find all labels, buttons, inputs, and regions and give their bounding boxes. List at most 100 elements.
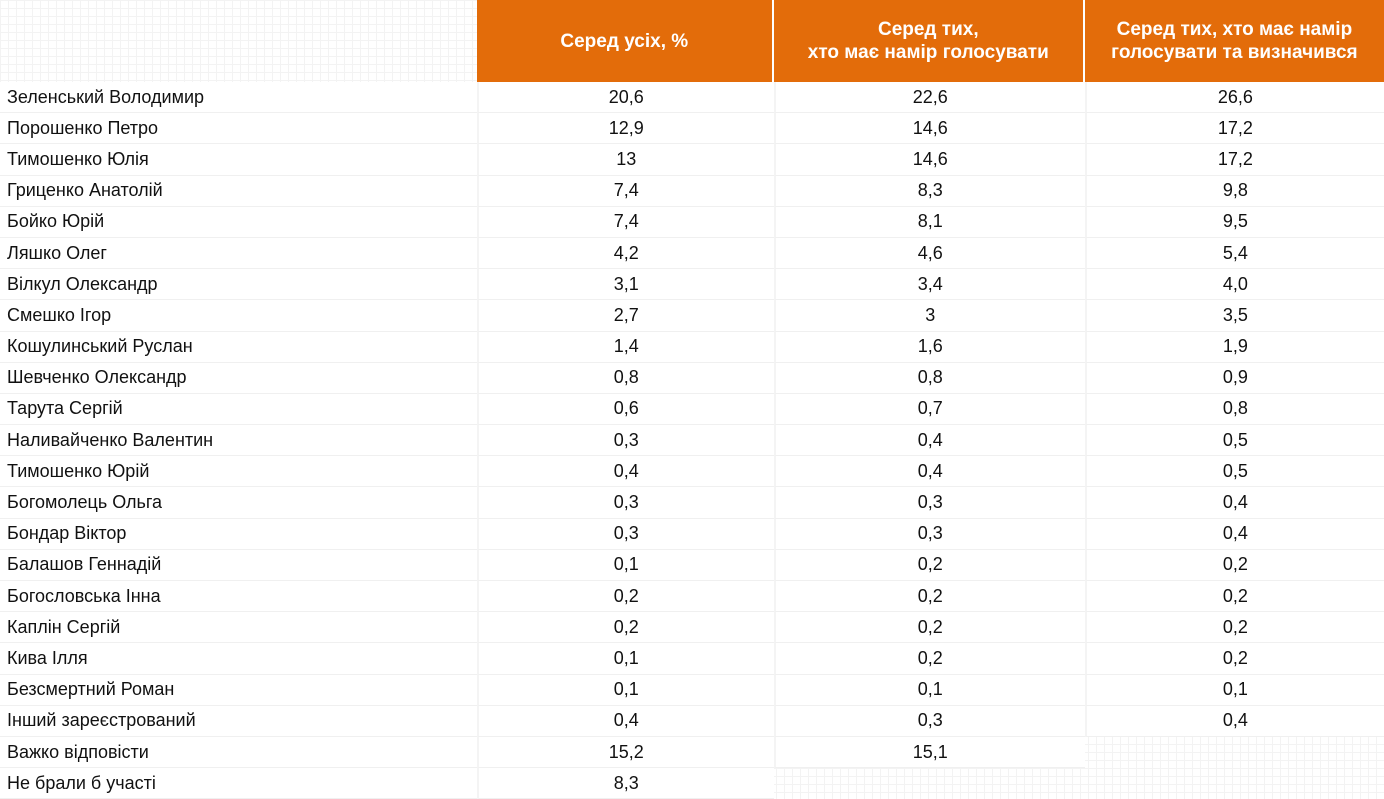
candidate-name: Ляшко Олег <box>0 237 477 270</box>
value-all: 0,2 <box>476 612 774 644</box>
value-all: 12,9 <box>476 113 774 145</box>
value-all: 4,2 <box>476 237 774 270</box>
value-decided-voters <box>1085 737 1384 768</box>
value-decided-voters: 0,5 <box>1084 425 1384 457</box>
value-intend-to-vote: 0,8 <box>773 362 1085 394</box>
value-intend-to-vote: 0,1 <box>773 674 1085 706</box>
table-row: Зеленський Володимир 20,6 22,6 26,6 <box>0 82 1384 114</box>
value-all: 0,2 <box>476 581 774 613</box>
value-all: 0,3 <box>476 487 774 519</box>
value-intend-to-vote: 0,7 <box>773 393 1085 426</box>
value-intend-to-vote: 1,6 <box>773 331 1085 363</box>
value-all: 0,4 <box>476 456 774 488</box>
value-decided-voters: 3,5 <box>1084 300 1384 332</box>
value-intend-to-vote: 14,6 <box>773 144 1085 176</box>
column-header-intend-to-vote: Серед тих, хто має намір голосувати <box>773 0 1085 82</box>
value-decided-voters: 0,2 <box>1084 612 1384 644</box>
value-all: 0,3 <box>476 425 774 457</box>
value-decided-voters: 0,1 <box>1084 674 1384 706</box>
value-intend-to-vote: 0,4 <box>773 425 1085 457</box>
candidate-name: Вілкул Олександр <box>0 269 477 301</box>
candidate-name: Смешко Ігор <box>0 300 477 332</box>
value-decided-voters: 0,2 <box>1084 581 1384 613</box>
table-row: Ляшко Олег 4,2 4,6 5,4 <box>0 237 1384 270</box>
value-intend-to-vote: 0,3 <box>773 487 1085 519</box>
candidate-name: Шевченко Олександр <box>0 362 477 394</box>
value-decided-voters: 9,8 <box>1084 175 1384 207</box>
table-row: Порошенко Петро 12,9 14,6 17,2 <box>0 113 1384 145</box>
candidate-name: Безсмертний Роман <box>0 674 477 706</box>
value-intend-to-vote: 0,3 <box>773 518 1085 550</box>
value-decided-voters: 0,9 <box>1084 362 1384 394</box>
candidate-name: Кива Ілля <box>0 643 477 675</box>
candidate-name: Кошулинський Руслан <box>0 331 477 363</box>
value-all: 20,6 <box>476 82 774 114</box>
candidate-name: Порошенко Петро <box>0 113 477 145</box>
value-all: 3,1 <box>476 269 774 301</box>
column-header-all: Серед усіх, % <box>476 0 774 82</box>
value-intend-to-vote: 15,1 <box>773 736 1085 769</box>
value-all: 0,1 <box>476 643 774 675</box>
value-intend-to-vote: 22,6 <box>773 82 1085 114</box>
candidate-name: Богомолець Ольга <box>0 487 477 519</box>
value-decided-voters: 0,4 <box>1084 518 1384 550</box>
candidate-name: Балашов Геннадій <box>0 549 477 581</box>
table-row: Наливайченко Валентин 0,3 0,4 0,5 <box>0 425 1384 457</box>
value-decided-voters: 0,4 <box>1084 705 1384 737</box>
table-row: Кошулинський Руслан 1,4 1,6 1,9 <box>0 331 1384 363</box>
candidate-name: Богословська Інна <box>0 581 477 613</box>
candidate-name: Гриценко Анатолій <box>0 175 477 207</box>
candidate-name: Тарута Сергій <box>0 393 477 426</box>
table-row: Смешко Ігор 2,7 3 3,5 <box>0 300 1384 332</box>
candidate-name: Зеленський Володимир <box>0 82 477 114</box>
candidate-name: Тимошенко Юлія <box>0 144 477 176</box>
table-row: Важко відповісти 15,2 15,1 <box>0 736 1384 769</box>
table-row: Шевченко Олександр 0,8 0,8 0,9 <box>0 362 1384 394</box>
value-decided-voters: 1,9 <box>1084 331 1384 363</box>
table-row: Безсмертний Роман 0,1 0,1 0,1 <box>0 674 1384 706</box>
value-decided-voters: 4,0 <box>1084 269 1384 301</box>
table-row: Інший зареєстрований 0,4 0,3 0,4 <box>0 705 1384 737</box>
table-row: Гриценко Анатолій 7,4 8,3 9,8 <box>0 175 1384 207</box>
table-row: Богомолець Ольга 0,3 0,3 0,4 <box>0 487 1384 519</box>
table-row: Тарута Сергій 0,6 0,7 0,8 <box>0 393 1384 426</box>
value-intend-to-vote: 3 <box>773 300 1085 332</box>
candidate-name: Інший зареєстрований <box>0 705 477 737</box>
value-decided-voters: 0,4 <box>1084 487 1384 519</box>
value-decided-voters: 17,2 <box>1084 144 1384 176</box>
value-intend-to-vote: 4,6 <box>773 237 1085 270</box>
table-row: Бондар Віктор 0,3 0,3 0,4 <box>0 518 1384 550</box>
value-all: 0,3 <box>476 518 774 550</box>
value-intend-to-vote: 8,3 <box>773 175 1085 207</box>
value-all: 1,4 <box>476 331 774 363</box>
candidate-name: Бойко Юрій <box>0 206 477 238</box>
value-decided-voters: 0,2 <box>1084 643 1384 675</box>
table-row: Вілкул Олександр 3,1 3,4 4,0 <box>0 269 1384 301</box>
value-all: 2,7 <box>476 300 774 332</box>
value-intend-to-vote: 0,2 <box>773 581 1085 613</box>
table-row: Бойко Юрій 7,4 8,1 9,5 <box>0 206 1384 238</box>
candidate-name: Тимошенко Юрій <box>0 456 477 488</box>
value-decided-voters: 17,2 <box>1084 113 1384 145</box>
header-row: Серед усіх, % Серед тих, хто має намір г… <box>0 0 1384 82</box>
candidate-name: Важко відповісти <box>0 736 477 769</box>
value-all: 0,6 <box>476 393 774 426</box>
candidate-name: Бондар Віктор <box>0 518 477 550</box>
table-row: Богословська Інна 0,2 0,2 0,2 <box>0 581 1384 613</box>
value-all: 15,2 <box>476 736 774 769</box>
table-row: Кива Ілля 0,1 0,2 0,2 <box>0 643 1384 675</box>
value-decided-voters: 5,4 <box>1084 237 1384 270</box>
candidate-name: Каплін Сергій <box>0 612 477 644</box>
value-intend-to-vote: 0,4 <box>773 456 1085 488</box>
value-intend-to-vote: 0,2 <box>773 643 1085 675</box>
value-decided-voters: 26,6 <box>1084 82 1384 114</box>
table-row: Балашов Геннадій 0,1 0,2 0,2 <box>0 549 1384 581</box>
value-all: 7,4 <box>476 206 774 238</box>
value-all: 0,4 <box>476 705 774 737</box>
value-all: 0,1 <box>476 549 774 581</box>
value-decided-voters: 0,8 <box>1084 393 1384 426</box>
value-decided-voters: 0,2 <box>1084 549 1384 581</box>
candidate-name: Наливайченко Валентин <box>0 425 477 457</box>
value-intend-to-vote: 0,3 <box>773 705 1085 737</box>
value-intend-to-vote: 14,6 <box>773 113 1085 145</box>
